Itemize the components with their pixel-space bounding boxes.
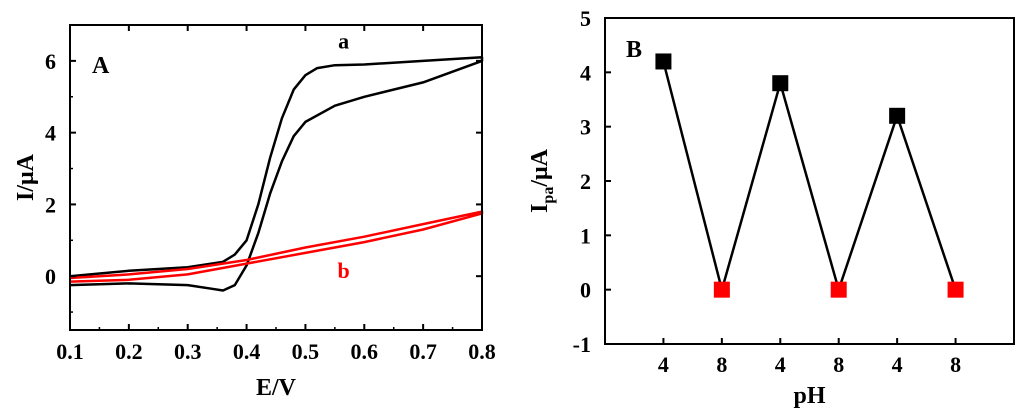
x-tick-label: 4 xyxy=(658,352,669,377)
y-tick-label: -1 xyxy=(573,332,591,357)
y-tick-label: 1 xyxy=(580,223,591,248)
y-axis-label-suffix: /μA xyxy=(527,148,553,187)
y-tick-label: 0 xyxy=(580,278,591,303)
x-tick-label: 4 xyxy=(775,352,786,377)
curve-label-b: b xyxy=(338,258,350,283)
x-tick-label: 0.2 xyxy=(115,339,143,364)
x-tick-label: 0.4 xyxy=(233,339,261,364)
panel-a: 0.1 0.2 0.3 0.4 0.5 0.6 0.7 0.8 0 2 4 6 E/V I/μA Aa b xyxy=(13,24,496,401)
panel-label-b: B xyxy=(626,37,642,63)
x-tick-label: 0.7 xyxy=(409,339,437,364)
y-axis-label-sub: pa xyxy=(540,187,557,204)
y-axis-label-main: I xyxy=(527,204,553,213)
x-tick-label: 8 xyxy=(950,352,961,377)
x-tick-label: 0.6 xyxy=(351,339,379,364)
x-axis-label: E/V xyxy=(256,375,297,401)
data-point-marker xyxy=(655,53,672,70)
y-tick-label: 4 xyxy=(580,60,591,85)
y-axis-label: Ipa/μA xyxy=(527,148,557,213)
x-tick-label: 4 xyxy=(892,352,903,377)
y-tick-label: 0 xyxy=(45,264,56,289)
x-tick-label: 0.1 xyxy=(56,339,84,364)
y-axis-label: I/μA xyxy=(13,153,39,201)
x-tick-label: 0.8 xyxy=(468,339,496,364)
y-tick-label: 6 xyxy=(45,49,56,74)
panel-b: 4 8 4 8 4 8 -1 0 1 2 3 4 5 pH Ipa/μA B xyxy=(527,6,1015,409)
y-tick-label: 5 xyxy=(580,6,591,31)
y-tick-label: 2 xyxy=(580,169,591,194)
y-tick-label: 4 xyxy=(45,121,56,146)
x-tick-label: 0.3 xyxy=(174,339,202,364)
series-line xyxy=(662,61,957,295)
series-a-curve xyxy=(69,56,484,292)
curve-label-a: a xyxy=(338,28,349,53)
y-tick-label: 3 xyxy=(580,115,591,140)
data-point-marker xyxy=(947,281,964,298)
x-tick-label: 8 xyxy=(716,352,727,377)
y-tick-label: 2 xyxy=(45,192,56,217)
panel-label-a: A xyxy=(92,53,110,79)
x-tick-label: 8 xyxy=(833,352,844,377)
data-point-marker xyxy=(713,281,730,298)
data-point-marker xyxy=(830,281,847,298)
x-tick-label: 0.5 xyxy=(292,339,320,364)
data-point-marker xyxy=(772,75,789,92)
x-axis-label: pH xyxy=(793,383,825,409)
data-point-marker xyxy=(889,107,906,124)
